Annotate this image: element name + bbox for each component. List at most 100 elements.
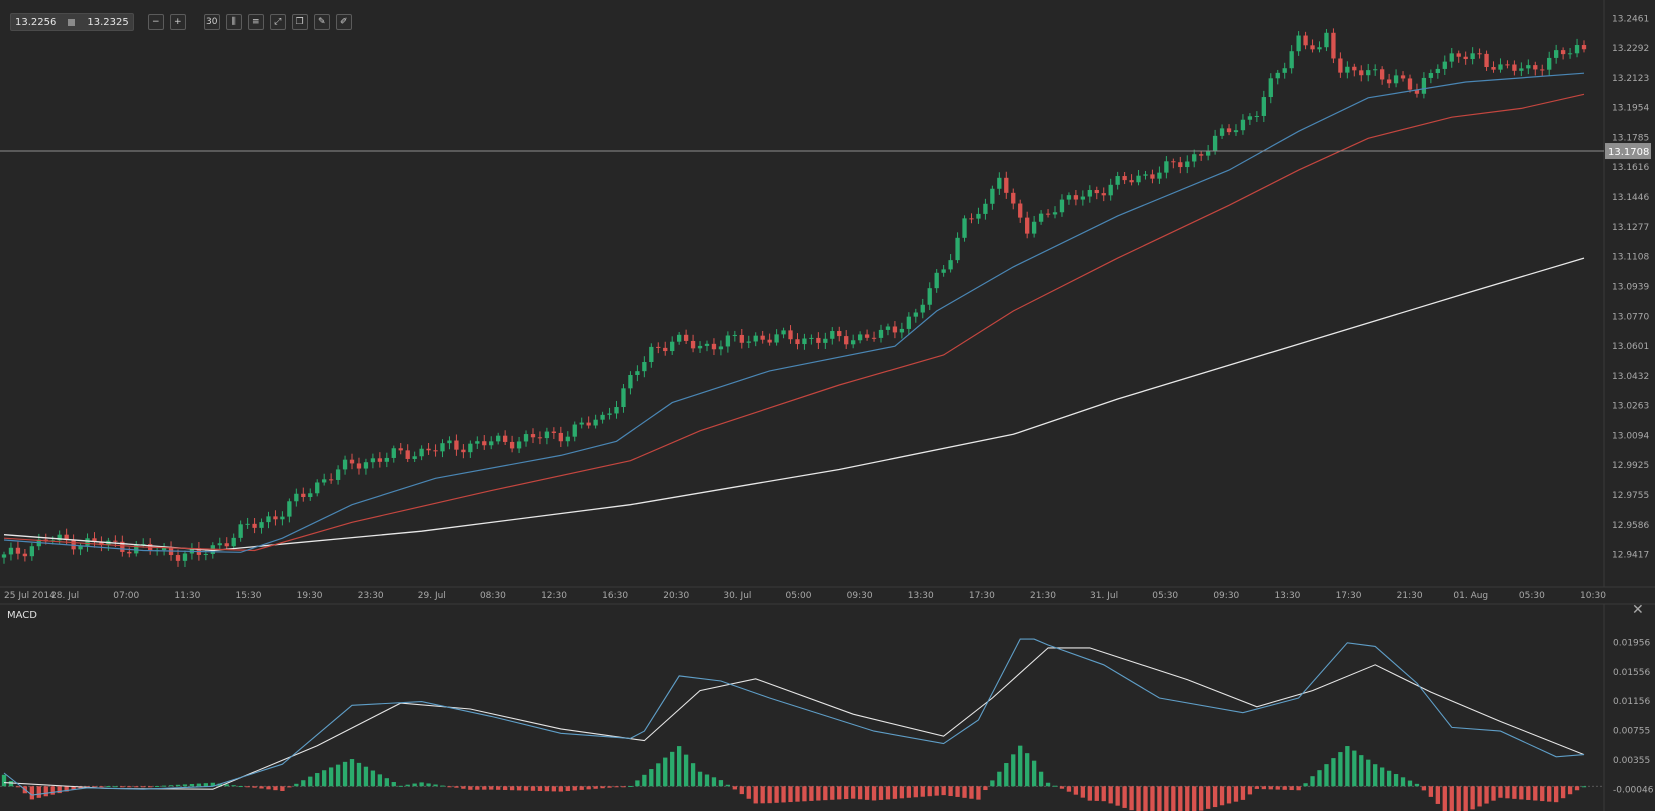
time-tick-label: 13:30 bbox=[908, 591, 934, 601]
macd-histogram-bar bbox=[301, 780, 306, 787]
macd-histogram-bar bbox=[1449, 786, 1454, 811]
macd-histogram-bar bbox=[1338, 752, 1343, 787]
macd-histogram-bar bbox=[127, 786, 132, 788]
zoom-out-icon[interactable]: − bbox=[147, 14, 164, 30]
time-tick-label: 11:30 bbox=[174, 591, 200, 601]
candle-body bbox=[1164, 161, 1169, 173]
candle-body bbox=[301, 493, 306, 498]
macd-histogram-bar bbox=[1108, 786, 1113, 804]
candle-body bbox=[1031, 221, 1037, 234]
macd-histogram-bar bbox=[440, 785, 445, 787]
candle-body bbox=[273, 516, 278, 520]
macd-histogram-bar bbox=[182, 784, 188, 787]
candle-body bbox=[57, 534, 62, 541]
copy-icon[interactable]: ❐ bbox=[291, 14, 308, 30]
candle-body bbox=[356, 463, 362, 469]
time-tick-label: 16:30 bbox=[602, 591, 628, 601]
quote-box[interactable]: 13.2256 13.2325 bbox=[10, 13, 134, 31]
macd-histogram-bar bbox=[1484, 786, 1489, 804]
macd-histogram-bar bbox=[628, 785, 633, 787]
candle-body bbox=[391, 448, 396, 458]
candle-body bbox=[1470, 53, 1475, 60]
zoom-in-icon[interactable]: + bbox=[169, 14, 186, 30]
macd-histogram-bar bbox=[489, 786, 494, 790]
macd-histogram-bar bbox=[1122, 786, 1127, 808]
macd-histogram-bar bbox=[1345, 746, 1350, 787]
candle-body bbox=[1025, 217, 1030, 234]
candle-body bbox=[1435, 68, 1440, 74]
macd-tick-label: 0.01956 bbox=[1613, 638, 1650, 648]
timeframe-icon[interactable]: 30 bbox=[203, 14, 220, 30]
macd-tick-label: 0.01156 bbox=[1613, 697, 1650, 707]
edit-icon[interactable]: ✎ bbox=[313, 14, 330, 30]
candle-body bbox=[433, 450, 438, 452]
candle-body bbox=[1533, 65, 1538, 70]
candle-body bbox=[600, 414, 605, 420]
macd-histogram-bar bbox=[210, 782, 215, 787]
macd-histogram-bar bbox=[593, 786, 598, 789]
bid-price: 13.2256 bbox=[15, 16, 57, 28]
macd-histogram-bar bbox=[676, 746, 682, 787]
candle-body bbox=[906, 316, 912, 329]
candle-body bbox=[85, 538, 90, 546]
macd-histogram-bar bbox=[1317, 770, 1322, 787]
candlestick-icon[interactable]: ⫼ bbox=[225, 14, 242, 30]
macd-histogram-bar bbox=[941, 786, 946, 796]
candle-body bbox=[287, 501, 292, 517]
macd-histogram-bar bbox=[154, 786, 160, 788]
time-tick-label: 23:30 bbox=[358, 591, 384, 601]
macd-histogram-bar bbox=[1143, 786, 1148, 811]
macd-histogram-bar bbox=[1171, 786, 1176, 811]
candle-body bbox=[544, 431, 550, 439]
macd-histogram-bar bbox=[878, 786, 884, 800]
macd-histogram-bar bbox=[1150, 786, 1155, 811]
candle-body bbox=[1247, 116, 1253, 120]
candle-body bbox=[78, 545, 83, 550]
macd-histogram-bar bbox=[1574, 786, 1580, 791]
candle-body bbox=[732, 334, 737, 336]
time-tick-label: 21:30 bbox=[1397, 591, 1423, 601]
price-tick-label: 13.1446 bbox=[1612, 193, 1649, 203]
macd-histogram-bar bbox=[816, 786, 821, 801]
time-tick-label: 05:30 bbox=[1519, 591, 1545, 601]
macd-histogram-bar bbox=[1379, 767, 1385, 787]
candle-body bbox=[1491, 67, 1496, 70]
settings-sliders-icon[interactable]: ≡ bbox=[247, 14, 264, 30]
macd-histogram-bar bbox=[8, 780, 14, 787]
macd-histogram-bar bbox=[767, 786, 772, 804]
macd-tick-label: 0.01556 bbox=[1613, 668, 1650, 678]
candle-body bbox=[1567, 53, 1573, 55]
macd-histogram-bar bbox=[349, 759, 355, 787]
macd-histogram-bar bbox=[1456, 786, 1461, 811]
macd-histogram-bar bbox=[64, 786, 69, 792]
macd-histogram-bar bbox=[238, 786, 243, 788]
macd-histogram-bar bbox=[1407, 780, 1413, 787]
macd-histogram-bar bbox=[1164, 786, 1169, 811]
candle-body bbox=[558, 432, 563, 442]
macd-histogram-bar bbox=[864, 786, 870, 800]
candle-body bbox=[1004, 177, 1009, 193]
macd-histogram-bar bbox=[461, 786, 466, 789]
candle-body bbox=[767, 339, 772, 343]
candle-body bbox=[1324, 32, 1329, 48]
candle-body bbox=[1045, 213, 1051, 215]
macd-histogram-bar bbox=[1393, 774, 1399, 787]
candle-body bbox=[1345, 66, 1350, 73]
macd-histogram-bar bbox=[725, 784, 731, 787]
candle-body bbox=[1, 554, 7, 558]
candle-body bbox=[593, 419, 598, 426]
candle-body bbox=[809, 337, 814, 339]
macd-histogram-bar bbox=[405, 784, 410, 787]
draw-icon[interactable]: ✐ bbox=[335, 14, 352, 30]
candle-body bbox=[642, 362, 647, 372]
indicator-icon[interactable]: ⤢ bbox=[269, 14, 286, 30]
candle-body bbox=[238, 524, 243, 538]
macd-histogram-bar bbox=[997, 771, 1002, 787]
price-tick-label: 13.1785 bbox=[1612, 133, 1649, 143]
close-panel-icon[interactable]: ✕ bbox=[1632, 602, 1644, 618]
candle-body bbox=[22, 553, 28, 557]
candle-body bbox=[586, 422, 591, 426]
candle-body bbox=[697, 345, 703, 349]
candle-body bbox=[1456, 53, 1461, 57]
